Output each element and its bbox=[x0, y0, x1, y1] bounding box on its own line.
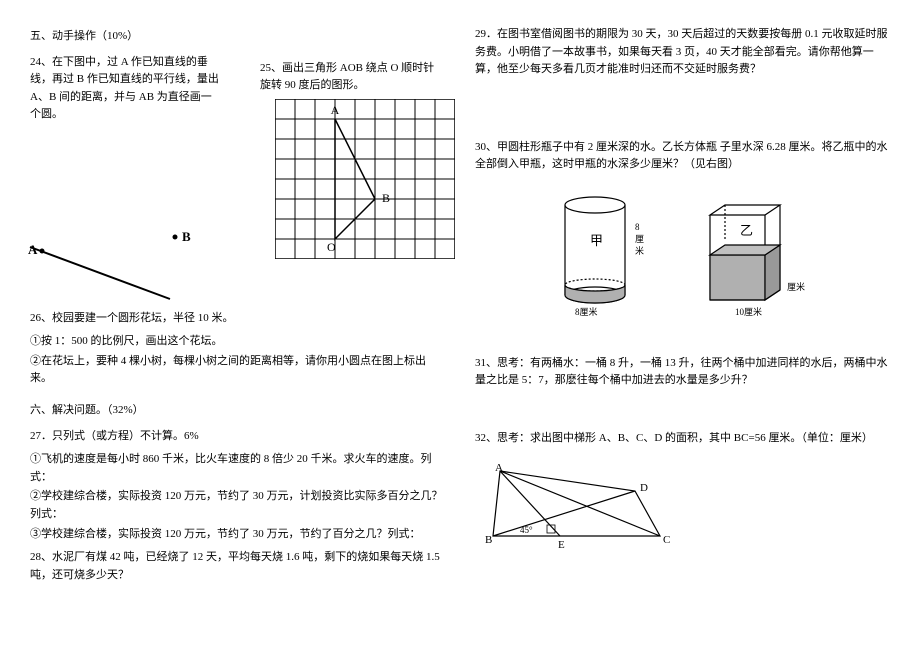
svg-text:厘: 厘 bbox=[635, 234, 644, 244]
svg-text:乙: 乙 bbox=[740, 223, 753, 238]
svg-text:10厘米: 10厘米 bbox=[735, 306, 762, 317]
section-5-title: 五、动手操作（10%） bbox=[30, 28, 445, 46]
q27-text: 27．只列式（或方程）不计算。6% bbox=[30, 428, 445, 446]
q27-sub2: ②学校建综合楼，实际投资 120 万元，节约了 30 万元，计划投资比实际多百分… bbox=[30, 488, 445, 523]
svg-text:8厘米: 8厘米 bbox=[575, 306, 598, 317]
q32-text: 32、思考：求出图中梯形 A、B、C、D 的面积，其中 BC=56 厘米。（单位… bbox=[475, 430, 890, 448]
svg-text:8: 8 bbox=[635, 222, 640, 232]
q32-diagram: A D B C E 45° bbox=[485, 461, 685, 556]
q27-sub1: ①飞机的速度是每小时 860 千米，比火车速度的 8 倍少 20 千米。求火车的… bbox=[30, 451, 445, 486]
q31-text: 31、思考：有两桶水：一桶 8 升，一桶 13 升，往两个桶中加进同样的水后，两… bbox=[475, 355, 890, 390]
svg-text:A: A bbox=[495, 462, 503, 474]
q25-text: 25、画出三角形 AOB 绕点 O 顺时针旋转 90 度后的图形。 bbox=[260, 60, 440, 95]
q28-text: 28、水泥厂有煤 42 吨，已经烧了 12 天，平均每天烧 1.6 吨，剩下的烧… bbox=[30, 549, 445, 584]
svg-text:E: E bbox=[558, 539, 565, 551]
q24-line-diagram: A B bbox=[20, 219, 240, 309]
svg-text:B: B bbox=[182, 229, 191, 244]
left-column: 五、动手操作（10%） 24、在下图中，过 A 作已知直线的垂线，再过 B 作已… bbox=[15, 20, 460, 631]
svg-text:米: 米 bbox=[635, 245, 644, 256]
q30-text: 30、甲圆柱形瓶子中有 2 厘米深的水。乙长方体瓶 子里水深 6.28 厘米。将… bbox=[475, 139, 890, 174]
svg-text:B: B bbox=[382, 191, 390, 205]
q29-text: 29．在图书室借阅图书的期限为 30 天，30 天后超过的天数要按每册 0.1 … bbox=[475, 26, 890, 79]
svg-text:B: B bbox=[485, 534, 492, 546]
q24-text: 24、在下图中，过 A 作已知直线的垂线，再过 B 作已知直线的平行线，量出 A… bbox=[30, 54, 220, 124]
svg-text:厘米: 厘米 bbox=[787, 281, 805, 292]
svg-text:D: D bbox=[640, 482, 648, 494]
q26-sub2: ②在花坛上，要种 4 棵小树，每棵小树之间的距离相等，请你用小圆点在图上标出来。 bbox=[30, 353, 445, 388]
q25-grid-diagram: A B O bbox=[275, 99, 455, 259]
right-column: 29．在图书室借阅图书的期限为 30 天，30 天后超过的天数要按每册 0.1 … bbox=[460, 20, 905, 631]
svg-text:O: O bbox=[327, 240, 336, 254]
q26-text: 26、校园要建一个圆形花坛，半径 10 米。 bbox=[30, 310, 445, 328]
svg-text:C: C bbox=[663, 534, 670, 546]
svg-text:45°: 45° bbox=[520, 525, 533, 535]
q30-diagram: 甲 8厘米 8 厘 米 乙 厘米 10厘米 bbox=[535, 190, 835, 320]
q27-sub3: ③学校建综合楼，实际投资 120 万元，节约了 30 万元，节约了百分之几？列式… bbox=[30, 526, 445, 544]
q24-q25-wrapper: 24、在下图中，过 A 作已知直线的垂线，再过 B 作已知直线的平行线，量出 A… bbox=[30, 54, 445, 304]
section-6-title: 六、解决问题。（32%） bbox=[30, 402, 445, 420]
q26-sub1: ①按 1：500 的比例尺，画出这个花坛。 bbox=[30, 333, 445, 351]
svg-text:甲: 甲 bbox=[590, 233, 603, 248]
svg-text:A: A bbox=[331, 103, 340, 117]
